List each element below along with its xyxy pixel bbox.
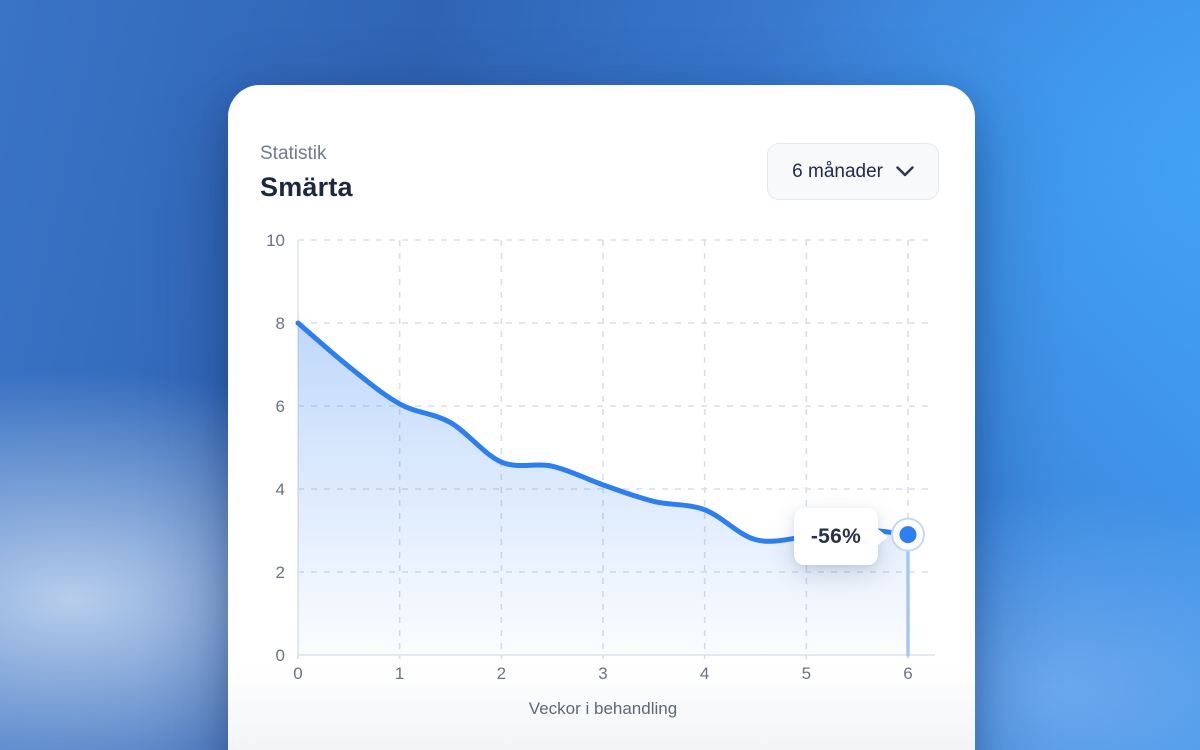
x-tick-label: 3 [598, 664, 607, 683]
y-tick-label: 10 [266, 231, 285, 250]
x-tick-label: 0 [293, 664, 302, 683]
x-tick-label: 6 [903, 664, 912, 683]
y-tick-label: 8 [276, 314, 285, 333]
page-title: Smärta [260, 172, 353, 202]
statistics-card: Statistik Smärta 6 månader 0 2 4 6 8 10 0 1 2 3 4 5… [228, 85, 975, 750]
y-tick-label: 2 [276, 563, 285, 582]
period-selector-dropdown[interactable]: 6 månader [767, 143, 939, 200]
pain-chart-svg: 0 2 4 6 8 10 0 1 2 3 4 5 6 Veckor i behandling [266, 231, 935, 718]
y-tick-label: 4 [276, 480, 285, 499]
change-tooltip: -56% [794, 508, 878, 565]
area-fill [298, 323, 908, 655]
card-header: Statistik Smärta 6 månader [228, 85, 975, 203]
x-tick-label: 2 [497, 664, 506, 683]
x-tick-label: 4 [700, 664, 709, 683]
change-tooltip-label: -56% [810, 524, 862, 548]
x-axis-caption: Veckor i behandling [529, 699, 677, 718]
y-tick-label: 6 [276, 397, 285, 416]
y-tick-label: 0 [276, 646, 285, 665]
x-tick-label: 5 [802, 664, 811, 683]
end-point-marker[interactable] [899, 526, 917, 544]
period-selector-label: 6 månader [792, 160, 883, 182]
x-tick-label: 1 [395, 664, 404, 683]
card-title-block: Statistik Smärta [260, 143, 353, 203]
card-eyebrow: Statistik [260, 143, 327, 164]
chevron-down-icon [896, 166, 914, 177]
